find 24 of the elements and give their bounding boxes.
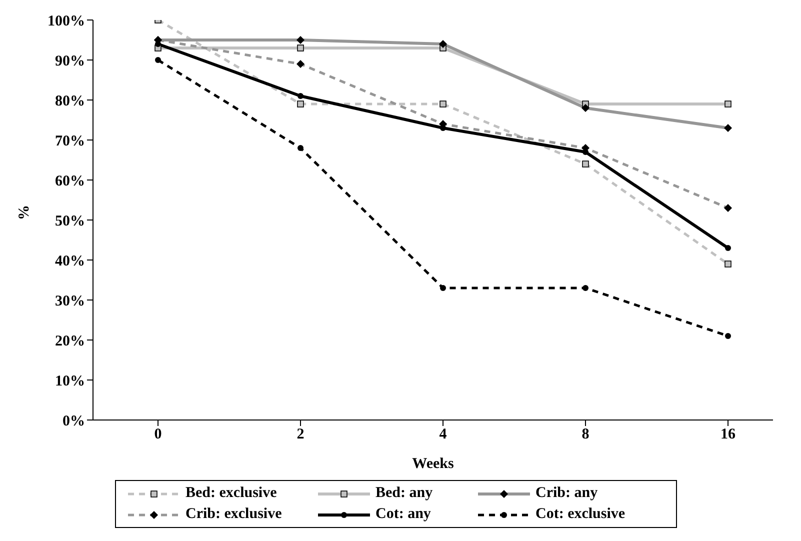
x-tick-label: 16: [720, 426, 736, 443]
x-tick-label: 2: [296, 426, 304, 443]
y-tick-label: 0%: [62, 413, 85, 430]
x-tick-label: 4: [439, 426, 448, 443]
legend-label: Cot: any: [376, 506, 431, 523]
x-axis-title: Weeks: [412, 456, 454, 472]
legend-label: Cot: exclusive: [536, 506, 626, 523]
legend-label: Crib: any: [536, 485, 598, 502]
legend-label: Bed: any: [376, 485, 433, 502]
y-tick-label: 80%: [55, 93, 85, 110]
y-tick-label: 10%: [55, 373, 85, 390]
y-tick-label: 20%: [55, 333, 85, 350]
y-tick-label: 70%: [55, 133, 85, 150]
y-tick-label: 50%: [55, 213, 85, 230]
y-tick-label: 60%: [55, 173, 85, 190]
y-axis-title: %: [16, 205, 32, 220]
y-tick-label: 90%: [55, 53, 85, 70]
legend-label: Bed: exclusive: [186, 485, 277, 502]
y-tick-label: 30%: [55, 293, 85, 310]
x-tick-label: 0: [154, 426, 162, 443]
y-tick-label: 100%: [48, 13, 85, 30]
y-tick-label: 40%: [55, 253, 85, 270]
x-tick-label: 8: [582, 426, 590, 443]
legend-label: Crib: exclusive: [186, 506, 282, 523]
